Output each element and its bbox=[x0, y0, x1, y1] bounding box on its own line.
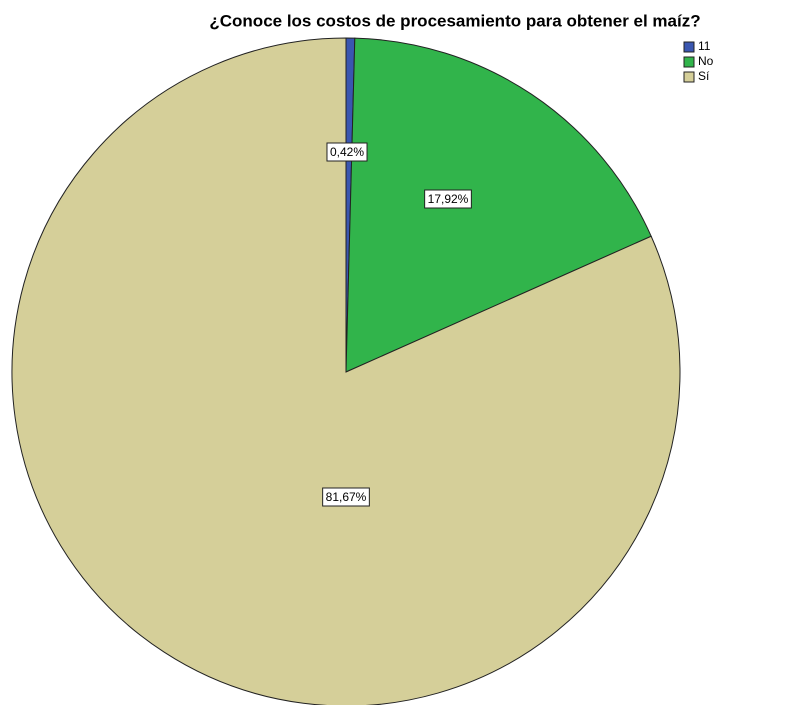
value-label-text: 81,67% bbox=[326, 490, 367, 504]
legend-swatch bbox=[683, 56, 695, 68]
value-label: 17,92% bbox=[424, 189, 472, 209]
legend-label: No bbox=[698, 54, 714, 68]
chart-title: ¿Conoce los costos de procesamiento para… bbox=[209, 11, 700, 30]
value-label-box bbox=[424, 189, 472, 209]
value-label-text: 17,92% bbox=[428, 192, 469, 206]
legend-swatch bbox=[683, 71, 695, 83]
value-label-text: 0,42% bbox=[330, 145, 364, 159]
pie-slice bbox=[11, 37, 681, 705]
value-label: 81,67% bbox=[322, 487, 370, 507]
value-label: 0,42% bbox=[326, 142, 368, 162]
value-label-box bbox=[322, 487, 370, 507]
pie-slice bbox=[345, 37, 652, 373]
legend-swatch bbox=[683, 41, 695, 53]
legend-label: Sí bbox=[698, 69, 710, 83]
value-label-box bbox=[326, 142, 368, 162]
legend-label: 11 bbox=[698, 39, 711, 53]
